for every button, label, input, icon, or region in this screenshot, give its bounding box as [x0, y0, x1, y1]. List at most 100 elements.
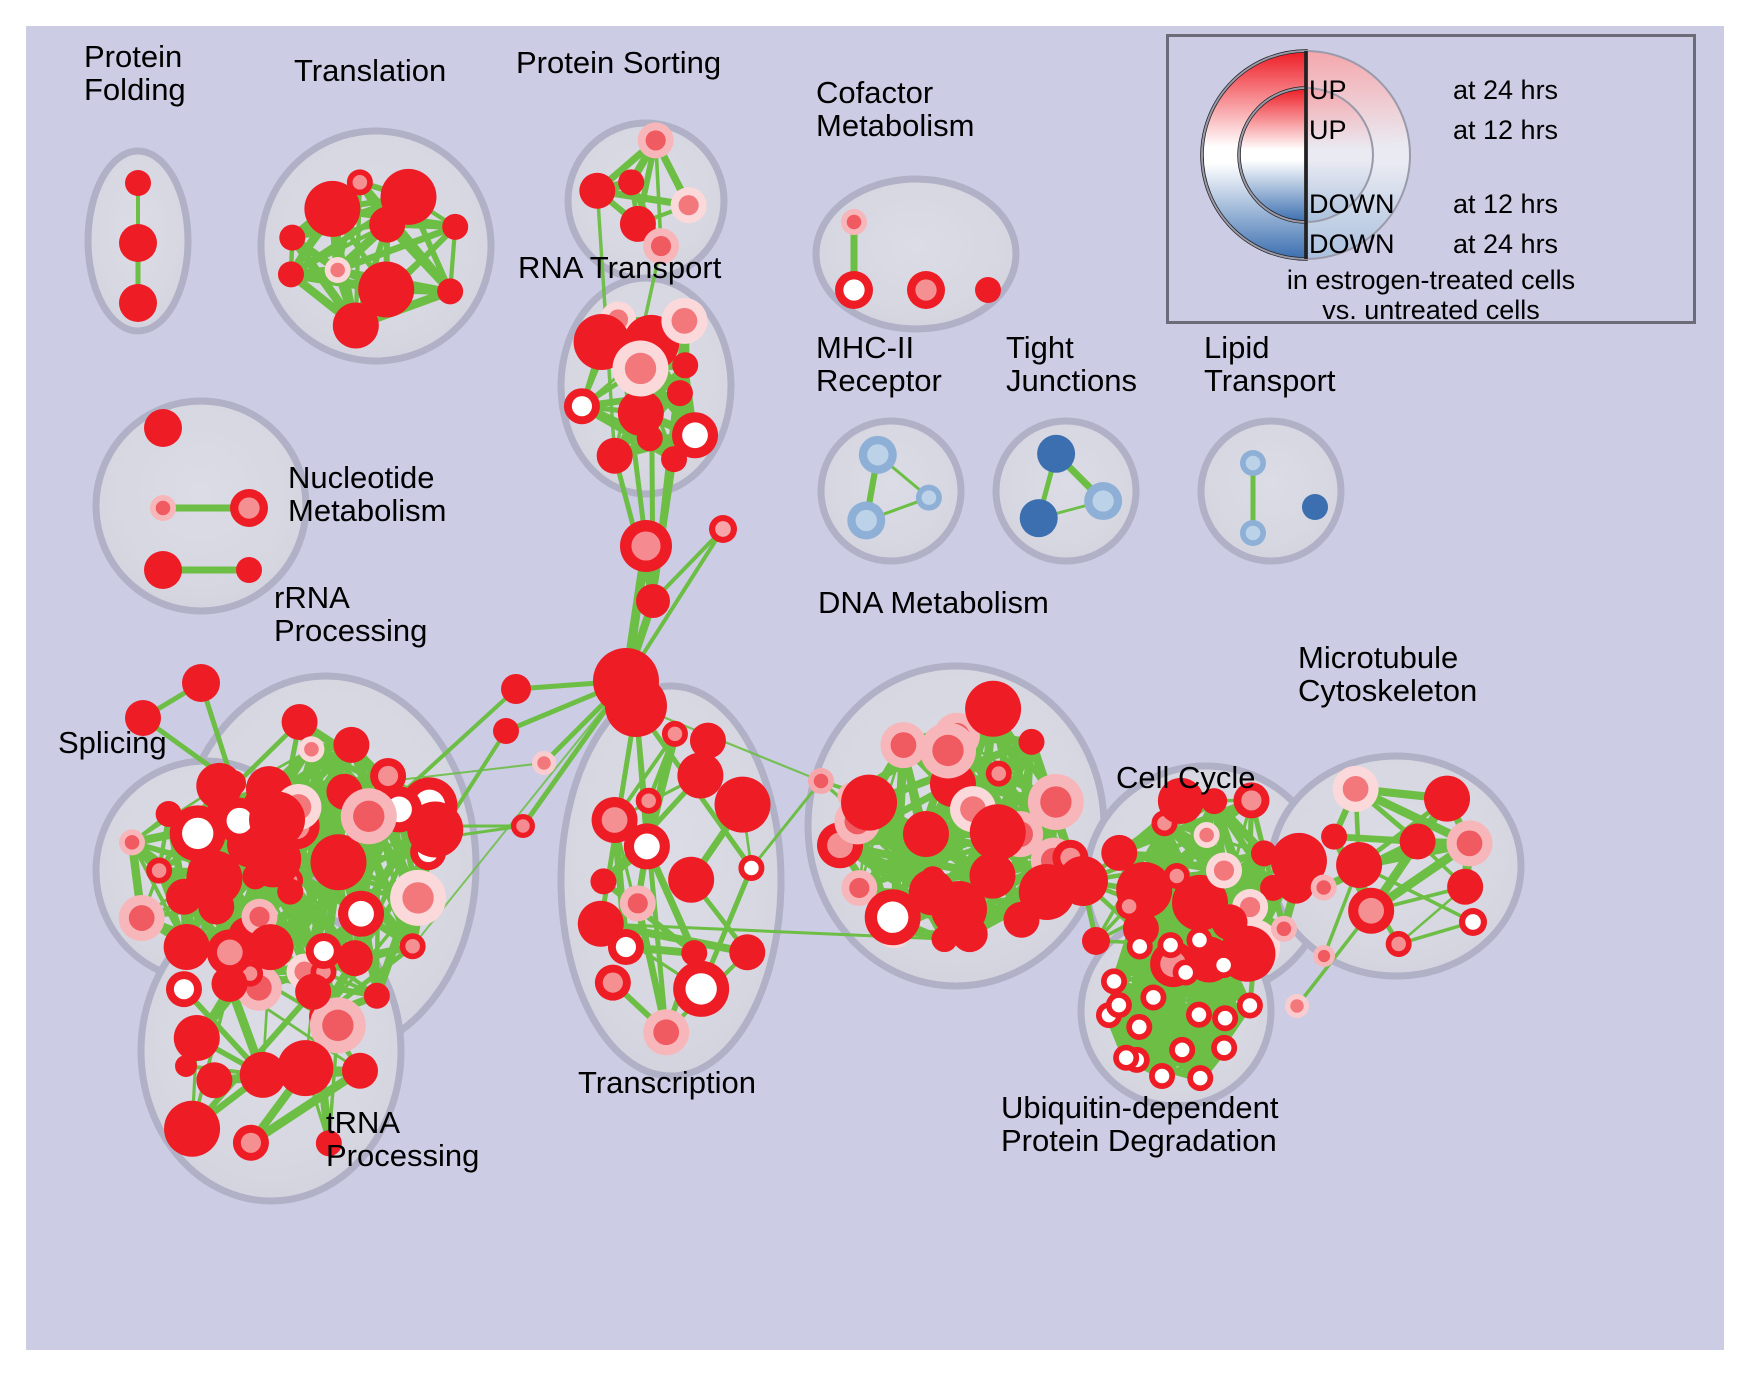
node-ubiquitin-degradation[interactable] [1105, 992, 1132, 1019]
node-trna-processing[interactable] [173, 1015, 220, 1062]
node-transcription[interactable] [661, 720, 688, 747]
node-splicing[interactable] [169, 805, 226, 862]
node-ubiquitin-degradation[interactable] [1210, 952, 1237, 979]
node-microtubule-cytoskeleton[interactable] [1399, 823, 1436, 860]
node-trna-processing[interactable] [315, 1130, 342, 1157]
node-microtubule-cytoskeleton[interactable] [1424, 775, 1471, 822]
node-tight-junctions[interactable] [1037, 434, 1076, 473]
node-protein-sorting[interactable] [670, 187, 707, 224]
node-dna-metabolism[interactable] [951, 916, 988, 953]
node-trna-processing[interactable] [277, 1040, 334, 1097]
node-dna-metabolism[interactable] [1027, 774, 1084, 831]
node-trna-processing[interactable] [164, 1100, 221, 1157]
node-rrna-processing[interactable] [310, 834, 367, 891]
node-transcription[interactable] [643, 1009, 690, 1056]
node-cell-cycle[interactable] [1201, 788, 1228, 815]
node-trna-processing[interactable] [232, 1124, 269, 1161]
node-rrna-processing[interactable] [370, 757, 407, 794]
node-trna-out-1[interactable] [175, 1055, 197, 1077]
node-protein-folding[interactable] [119, 284, 157, 322]
node-transcription[interactable] [689, 722, 726, 759]
node-rrna-processing[interactable] [363, 982, 390, 1009]
node-lipid-transport[interactable] [1302, 494, 1328, 520]
node-protein-folding[interactable] [119, 224, 157, 262]
node-lipid-transport[interactable] [1240, 450, 1266, 476]
node-tight-junctions[interactable] [1084, 482, 1123, 521]
node-cell-cycle[interactable] [1233, 782, 1270, 819]
node-splicing[interactable] [206, 929, 253, 976]
node-bridge-cc-1[interactable] [1058, 856, 1108, 906]
node-ubiquitin-degradation[interactable] [1113, 1044, 1140, 1071]
node-bridge-dna-2[interactable] [855, 785, 877, 807]
node-ubiquitin-degradation[interactable] [1157, 932, 1184, 959]
node-microtubule-cytoskeleton[interactable] [1310, 874, 1337, 901]
node-ubiquitin-degradation[interactable] [1211, 1034, 1238, 1061]
node-cell-cycle[interactable] [1270, 915, 1297, 942]
node-protein-sorting[interactable] [643, 228, 680, 265]
node-rna-transport[interactable] [666, 380, 693, 407]
node-protein-sorting[interactable] [637, 122, 674, 159]
node-protein-sorting[interactable] [618, 169, 645, 196]
node-transcription[interactable] [619, 885, 656, 922]
node-microtubule-cytoskeleton[interactable] [1336, 842, 1383, 889]
node-dna-metabolism[interactable] [920, 722, 977, 779]
node-translation[interactable] [332, 302, 379, 349]
node-cell-cycle[interactable] [1206, 852, 1243, 889]
node-cell-cycle[interactable] [1193, 822, 1220, 849]
node-nucleotide-metabolism[interactable] [150, 495, 176, 521]
node-bridge-mt-2[interactable] [1285, 994, 1309, 1018]
node-protein-sorting[interactable] [619, 205, 656, 242]
node-bridge-left-1[interactable] [501, 674, 531, 704]
node-rna-transport[interactable] [617, 389, 664, 436]
node-mhc-ii-receptor[interactable] [858, 435, 897, 474]
node-trna-processing[interactable] [341, 1052, 378, 1089]
node-microtubule-cytoskeleton[interactable] [1332, 765, 1379, 812]
node-cell-cycle[interactable] [1163, 862, 1190, 889]
node-nucleotide-metabolism[interactable] [230, 489, 268, 527]
node-transcription[interactable] [729, 934, 766, 971]
node-ubiquitin-degradation[interactable] [1236, 992, 1263, 1019]
node-nucleotide-metabolism[interactable] [144, 409, 182, 447]
node-bridge-left-2[interactable] [493, 718, 519, 744]
node-cell-cycle[interactable] [1116, 893, 1143, 920]
node-protein-folding[interactable] [125, 170, 151, 196]
node-cofactor-metabolism[interactable] [975, 277, 1001, 303]
node-translation[interactable] [358, 261, 415, 318]
node-microtubule-cytoskeleton[interactable] [1446, 820, 1493, 867]
node-splicing-out-2[interactable] [125, 700, 161, 736]
node-rrna-processing[interactable] [407, 801, 464, 858]
node-rrna-processing[interactable] [340, 788, 397, 845]
node-rna-transport[interactable] [596, 437, 633, 474]
node-translation[interactable] [346, 169, 373, 196]
node-cell-cycle[interactable] [1101, 834, 1138, 871]
node-translation[interactable] [277, 261, 304, 288]
node-ubiquitin-degradation[interactable] [1140, 984, 1167, 1011]
node-transcription[interactable] [594, 964, 631, 1001]
node-cell-cycle[interactable] [1278, 867, 1315, 904]
node-rna-transport[interactable] [563, 388, 600, 425]
node-trna-processing[interactable] [305, 933, 342, 970]
node-microtubule-cytoskeleton[interactable] [1348, 887, 1395, 934]
node-translation[interactable] [279, 224, 306, 251]
node-dna-metabolism[interactable] [985, 760, 1012, 787]
node-bridge-rnat-2[interactable] [709, 515, 737, 543]
node-splicing[interactable] [166, 878, 203, 915]
node-trna-processing[interactable] [196, 1062, 233, 1099]
node-splicing[interactable] [242, 863, 269, 890]
node-dna-metabolism[interactable] [880, 722, 927, 769]
node-splicing-out-1[interactable] [182, 664, 220, 702]
node-rrna-processing[interactable] [390, 869, 447, 926]
node-dna-metabolism[interactable] [965, 680, 1022, 737]
node-trna-processing[interactable] [239, 1051, 286, 1098]
node-ubiquitin-degradation[interactable] [1126, 1013, 1153, 1040]
node-splicing[interactable] [216, 797, 263, 844]
node-cofactor-metabolism[interactable] [907, 271, 945, 309]
node-ubiquitin-degradation[interactable] [1101, 968, 1128, 995]
node-splicing[interactable] [277, 878, 304, 905]
node-transcription[interactable] [738, 855, 765, 882]
node-dna-metabolism[interactable] [841, 869, 878, 906]
node-transcription[interactable] [668, 856, 715, 903]
node-ubiquitin-degradation[interactable] [1185, 1001, 1212, 1028]
node-splicing[interactable] [146, 857, 173, 884]
node-transcription[interactable] [714, 776, 771, 833]
